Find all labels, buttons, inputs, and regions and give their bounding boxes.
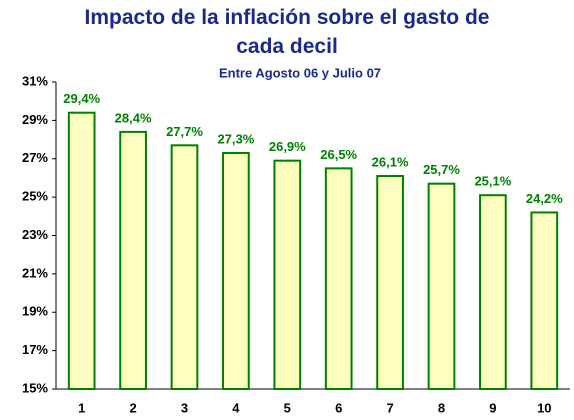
- x-tick-label: 10: [537, 400, 551, 415]
- x-tick-label: 8: [438, 400, 445, 415]
- chart-subtitle: Entre Agosto 06 y Julio 07: [219, 65, 381, 80]
- bar: [530, 211, 559, 390]
- bar: [222, 151, 250, 390]
- bar: [67, 111, 96, 390]
- x-tick-label: 4: [232, 400, 240, 415]
- value-label: 27,3%: [217, 131, 254, 146]
- y-tick-label: 17%: [22, 342, 48, 357]
- y-tick-label: 21%: [22, 265, 48, 280]
- bar: [427, 182, 456, 390]
- x-tick-label: 5: [284, 400, 291, 415]
- value-label: 26,9%: [269, 139, 306, 154]
- value-label: 26,1%: [372, 154, 409, 169]
- x-tick-label: 9: [489, 400, 496, 415]
- y-tick-label: 27%: [22, 150, 48, 165]
- x-tick-label: 7: [386, 400, 393, 415]
- y-tick-label: 15%: [22, 380, 48, 395]
- bar: [273, 159, 302, 390]
- y-tick-label: 31%: [22, 73, 48, 88]
- bar: [376, 175, 404, 390]
- bar: [170, 144, 199, 390]
- x-tick-label: 1: [78, 400, 85, 415]
- bar: [119, 130, 147, 390]
- value-label: 29,4%: [63, 91, 100, 106]
- value-label: 27,7%: [166, 124, 203, 139]
- chart-title: Impacto de la inflación sobre el gasto d…: [84, 6, 490, 58]
- value-label: 24,2%: [526, 191, 563, 206]
- x-tick-label: 2: [129, 400, 136, 415]
- value-label: 28,4%: [115, 110, 152, 125]
- value-label: 25,1%: [474, 174, 511, 189]
- bar: [324, 167, 353, 390]
- y-tick-label: 19%: [22, 304, 48, 319]
- y-tick-label: 23%: [22, 227, 48, 242]
- y-tick-label: 25%: [22, 189, 48, 204]
- value-label: 26,5%: [320, 147, 357, 162]
- bar: [479, 194, 507, 390]
- y-tick-label: 29%: [22, 112, 48, 127]
- x-tick-label: 6: [335, 400, 342, 415]
- value-label: 25,7%: [423, 162, 460, 177]
- x-tick-label: 3: [181, 400, 188, 415]
